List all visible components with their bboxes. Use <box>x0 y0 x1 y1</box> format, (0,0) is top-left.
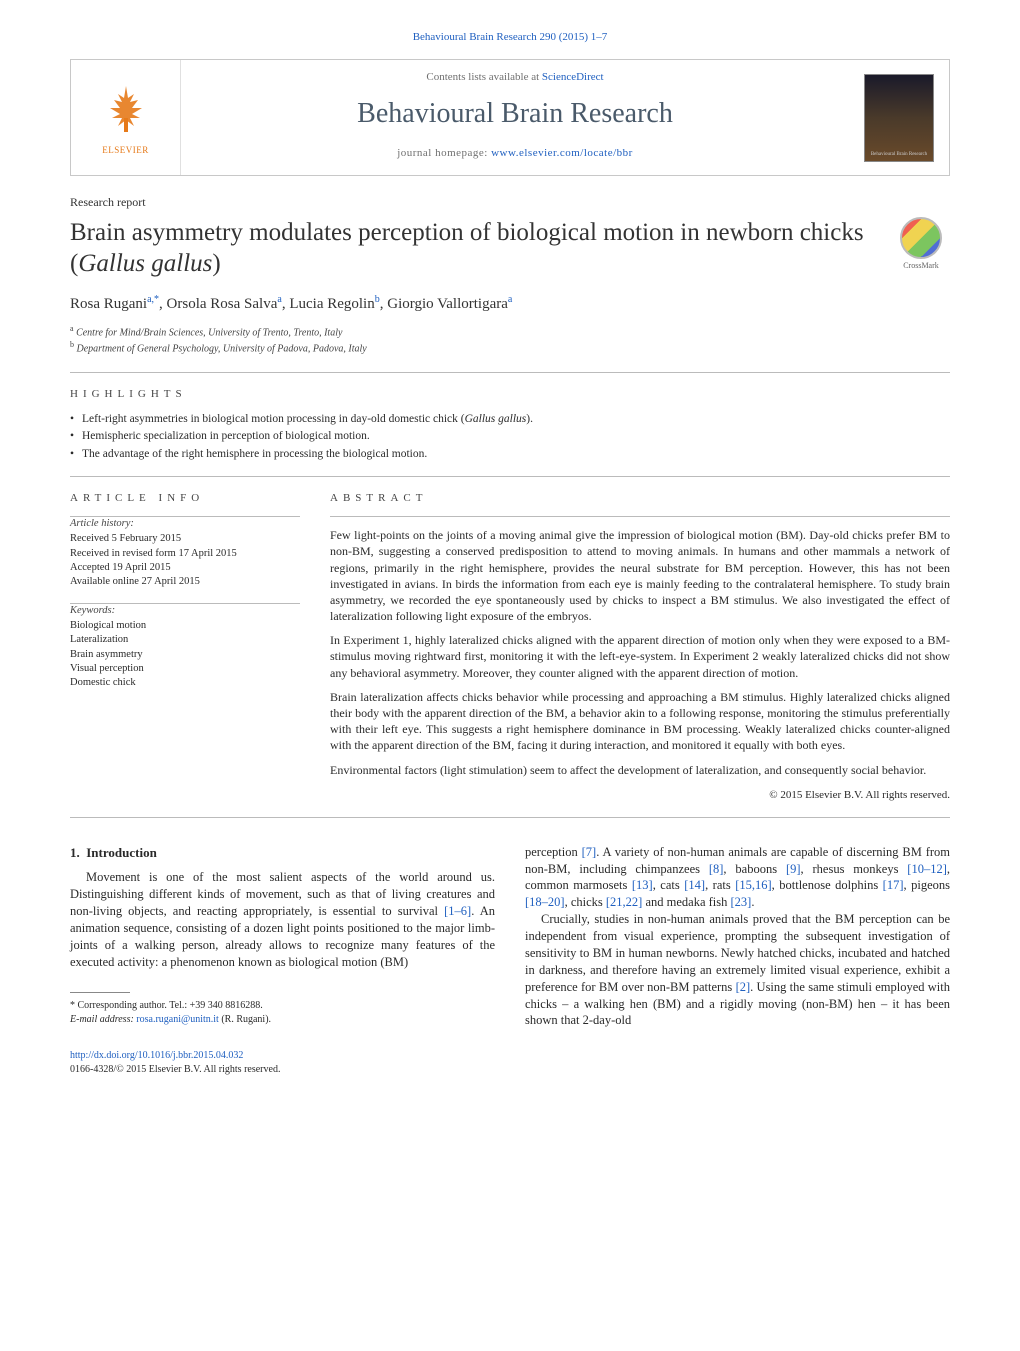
title-main: Brain asymmetry modulates perception of … <box>70 219 864 277</box>
affiliation-item: a Centre for Mind/Brain Sciences, Univer… <box>70 324 950 340</box>
keyword-item: Biological motion <box>70 619 300 633</box>
citation-link[interactable]: [10–12] <box>907 862 947 876</box>
highlight-item: Left-right asymmetries in biological mot… <box>70 412 950 428</box>
divider <box>70 817 950 818</box>
body-paragraph: perception [7]. A variety of non-human a… <box>525 844 950 912</box>
abstract-copyright: © 2015 Elsevier B.V. All rights reserved… <box>330 788 950 803</box>
history-lines: Received 5 February 2015Received in revi… <box>70 532 300 589</box>
corresponding-author: * Corresponding author. Tel.: +39 340 88… <box>70 999 495 1013</box>
section-title: Introduction <box>86 845 157 860</box>
divider <box>70 476 950 477</box>
section-heading: 1. Introduction <box>70 844 495 862</box>
abstract-label: ABSTRACT <box>330 491 950 506</box>
article-info-column: ARTICLE INFO Article history: Received 5… <box>70 491 300 802</box>
footnotes: * Corresponding author. Tel.: +39 340 88… <box>70 999 495 1026</box>
citation-link[interactable]: [9] <box>786 862 801 876</box>
keyword-item: Visual perception <box>70 662 300 676</box>
divider <box>70 372 950 373</box>
elsevier-tree-icon <box>96 80 156 140</box>
citation-link[interactable]: [23] <box>731 895 752 909</box>
homepage-line: journal homepage: www.elsevier.com/locat… <box>191 146 839 161</box>
keyword-item: Brain asymmetry <box>70 648 300 662</box>
body-text: 1. Introduction Movement is one of the m… <box>70 844 950 1030</box>
body-paragraph: Movement is one of the most salient aspe… <box>70 869 495 970</box>
running-header: Behavioural Brain Research 290 (2015) 1–… <box>70 30 950 45</box>
abstract-body: Few light-points on the joints of a movi… <box>330 527 950 778</box>
doi-link[interactable]: http://dx.doi.org/10.1016/j.bbr.2015.04.… <box>70 1050 243 1061</box>
body-paragraph: Crucially, studies in non-human animals … <box>525 911 950 1029</box>
divider <box>330 516 950 517</box>
homepage-prefix: journal homepage: <box>397 147 491 159</box>
section-number: 1. <box>70 845 80 860</box>
citation-link[interactable]: [18–20] <box>525 895 565 909</box>
citation-link[interactable]: [15,16] <box>735 878 771 892</box>
sciencedirect-link[interactable]: ScienceDirect <box>542 71 604 83</box>
history-line: Received in revised form 17 April 2015 <box>70 547 300 561</box>
email-link[interactable]: rosa.rugani@unitn.it <box>136 1014 219 1025</box>
citation-link[interactable]: [14] <box>684 878 705 892</box>
abstract-paragraph: Environmental factors (light stimulation… <box>330 762 950 778</box>
publisher-name: ELSEVIER <box>102 144 149 156</box>
highlight-item: The advantage of the right hemisphere in… <box>70 447 950 463</box>
masthead: ELSEVIER Contents lists available at Sci… <box>70 59 950 176</box>
journal-cover-thumbnail: Behavioural Brain Research <box>864 74 934 162</box>
citation-link[interactable]: [7] <box>582 845 597 859</box>
issn-copyright: 0166-4328/© 2015 Elsevier B.V. All right… <box>70 1063 950 1077</box>
history-line: Accepted 19 April 2015 <box>70 561 300 575</box>
contents-available-line: Contents lists available at ScienceDirec… <box>191 70 839 85</box>
citation-link[interactable]: [17] <box>883 878 904 892</box>
homepage-link[interactable]: www.elsevier.com/locate/bbr <box>491 147 633 159</box>
email-owner: (R. Rugani). <box>219 1014 271 1025</box>
article-info-label: ARTICLE INFO <box>70 491 300 506</box>
affiliation-item: b Department of General Psychology, Univ… <box>70 340 950 356</box>
keyword-item: Lateralization <box>70 633 300 647</box>
authors-line: Rosa Rugania,*, Orsola Rosa Salvaa, Luci… <box>70 293 950 314</box>
citation-link[interactable]: [8] <box>709 862 724 876</box>
keyword-item: Domestic chick <box>70 676 300 690</box>
citation-link[interactable]: [21,22] <box>606 895 642 909</box>
article-title: Brain asymmetry modulates perception of … <box>70 217 872 280</box>
publisher-logo-block: ELSEVIER <box>71 60 181 175</box>
keywords-head: Keywords: <box>70 604 300 618</box>
keywords-lines: Biological motionLateralizationBrain asy… <box>70 619 300 690</box>
page-footer: http://dx.doi.org/10.1016/j.bbr.2015.04.… <box>70 1049 950 1076</box>
citation-link[interactable]: [1–6] <box>444 904 471 918</box>
citation-link[interactable]: [2] <box>736 980 751 994</box>
highlights-label: HIGHLIGHTS <box>70 387 950 402</box>
abstract-paragraph: Few light-points on the joints of a movi… <box>330 527 950 624</box>
crossmark-label: CrossMark <box>892 261 950 272</box>
history-line: Received 5 February 2015 <box>70 532 300 546</box>
email-label: E-mail address: <box>70 1014 136 1025</box>
abstract-paragraph: In Experiment 1, highly lateralized chic… <box>330 632 950 681</box>
footnote-rule <box>70 992 130 993</box>
crossmark-icon <box>900 217 942 259</box>
article-type: Research report <box>70 194 950 210</box>
abstract-column: ABSTRACT Few light-points on the joints … <box>330 491 950 802</box>
history-line: Available online 27 April 2015 <box>70 575 300 589</box>
history-head: Article history: <box>70 517 300 531</box>
crossmark-badge[interactable]: CrossMark <box>892 217 950 272</box>
email-line: E-mail address: rosa.rugani@unitn.it (R.… <box>70 1013 495 1027</box>
journal-name: Behavioural Brain Research <box>191 95 839 133</box>
citation-link[interactable]: [13] <box>632 878 653 892</box>
highlight-item: Hemispheric specialization in perception… <box>70 429 950 445</box>
contents-prefix: Contents lists available at <box>426 71 541 83</box>
abstract-paragraph: Brain lateralization affects chicks beha… <box>330 689 950 754</box>
affiliations: a Centre for Mind/Brain Sciences, Univer… <box>70 324 950 356</box>
highlights-list: Left-right asymmetries in biological mot… <box>70 412 950 463</box>
